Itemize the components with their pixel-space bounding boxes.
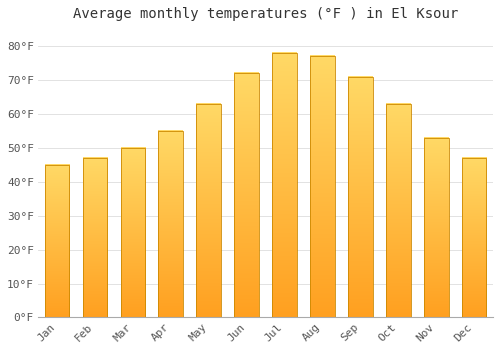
- Bar: [310, 56, 335, 317]
- Bar: [158, 131, 183, 317]
- Bar: [82, 158, 108, 317]
- Bar: [348, 77, 372, 317]
- Bar: [196, 104, 221, 317]
- Bar: [44, 165, 70, 317]
- Bar: [386, 104, 410, 317]
- Bar: [424, 138, 448, 317]
- Bar: [234, 73, 259, 317]
- Bar: [120, 148, 145, 317]
- Bar: [272, 53, 297, 317]
- Bar: [462, 158, 486, 317]
- Title: Average monthly temperatures (°F ) in El Ksour: Average monthly temperatures (°F ) in El…: [73, 7, 458, 21]
